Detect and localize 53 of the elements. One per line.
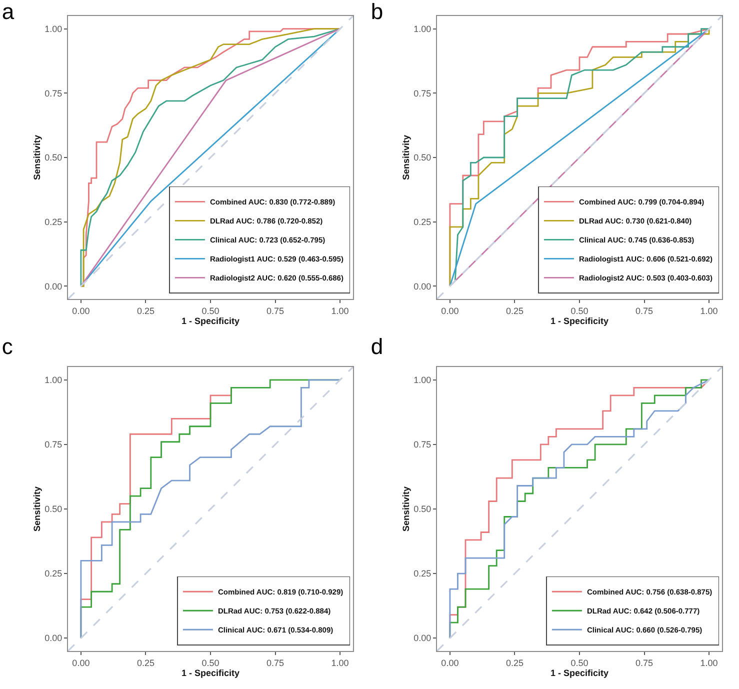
x-axis-title: 1 - Specificity bbox=[550, 668, 609, 678]
y-tick-label: 1.00 bbox=[44, 24, 62, 34]
y-tick-label: 0.75 bbox=[414, 440, 432, 450]
y-tick-label: 0.50 bbox=[44, 504, 62, 514]
x-tick-label: 0.50 bbox=[570, 658, 588, 668]
y-axis-title: Sensitivity bbox=[401, 486, 412, 532]
y-tick-label: 0.75 bbox=[414, 88, 432, 98]
y-tick-label: 1.00 bbox=[44, 375, 62, 386]
y-tick-label: 0.00 bbox=[44, 281, 62, 292]
y-axis-title: Sensitivity bbox=[32, 134, 42, 180]
y-tick-label: 0.25 bbox=[44, 568, 62, 579]
y-axis-title: Sensitivity bbox=[401, 134, 412, 180]
y-tick-label: 1.00 bbox=[414, 375, 432, 386]
y-tick-label: 0.25 bbox=[414, 568, 432, 579]
x-tick-label: 0.75 bbox=[636, 306, 654, 316]
y-tick-label: 0.25 bbox=[44, 216, 62, 227]
x-tick-label: 0.75 bbox=[266, 306, 284, 316]
chart-title: b bbox=[370, 0, 384, 24]
y-tick-label: 0.50 bbox=[44, 152, 62, 163]
x-tick-label: 0.75 bbox=[636, 658, 654, 668]
y-tick-label: 0.75 bbox=[44, 440, 62, 450]
y-tick-label: 0.25 bbox=[414, 216, 432, 227]
y-tick-label: 0.00 bbox=[414, 281, 432, 292]
y-tick-label: 0.00 bbox=[44, 633, 62, 644]
x-tick-label: 0.00 bbox=[72, 658, 90, 668]
x-tick-label: 1.00 bbox=[331, 658, 349, 668]
x-tick-label: 1.00 bbox=[700, 306, 718, 316]
x-tick-label: 0.50 bbox=[570, 306, 588, 316]
x-axis-title: 1 - Specificity bbox=[181, 316, 240, 326]
y-tick-label: 0.50 bbox=[414, 504, 432, 514]
x-tick-label: 0.75 bbox=[266, 658, 284, 668]
chart-title: c bbox=[2, 334, 13, 359]
chart-title: a bbox=[2, 0, 15, 24]
chart-title: d bbox=[370, 334, 384, 359]
x-tick-label: 0.25 bbox=[506, 658, 524, 668]
x-tick-label: 0.00 bbox=[72, 306, 90, 316]
y-tick-label: 0.75 bbox=[44, 88, 62, 98]
x-axis-title: 1 - Specificity bbox=[181, 668, 240, 678]
x-tick-label: 0.50 bbox=[202, 306, 220, 316]
x-tick-label: 1.00 bbox=[700, 658, 718, 668]
y-tick-label: 1.00 bbox=[414, 24, 432, 34]
x-tick-label: 1.00 bbox=[331, 306, 349, 316]
y-tick-label: 0.50 bbox=[414, 152, 432, 163]
x-tick-label: 0.25 bbox=[506, 306, 524, 316]
x-tick-label: 0.00 bbox=[441, 306, 459, 316]
x-tick-label: 0.00 bbox=[441, 658, 459, 668]
y-tick-label: 0.00 bbox=[414, 633, 432, 644]
line-series bbox=[449, 379, 710, 639]
x-tick-label: 0.25 bbox=[136, 306, 154, 316]
x-tick-label: 0.25 bbox=[136, 658, 154, 668]
x-tick-label: 0.50 bbox=[202, 658, 220, 668]
x-axis-title: 1 - Specificity bbox=[550, 316, 609, 326]
y-axis-title: Sensitivity bbox=[32, 486, 42, 532]
